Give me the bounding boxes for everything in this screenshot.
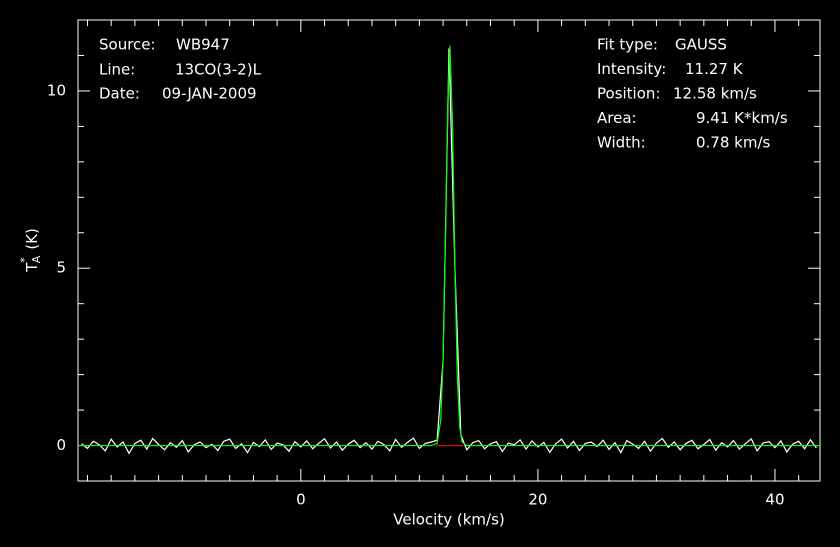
annotation-value: 0.78 km/s [696,134,771,152]
series-line [78,45,820,447]
plot-frame [77,19,821,482]
annotation-value: 11.27 K [685,60,744,78]
annotation-value: 13CO(3-2)L [175,61,262,79]
y-tick-label: 5 [56,259,66,277]
annotation-value: GAUSS [675,36,727,54]
y-label-base: T [23,262,41,273]
x-tick-label: 20 [528,491,547,509]
annotation-label: Date: [99,85,140,103]
annotation-label: Fit type: [597,36,658,54]
annotation-label: Intensity: [597,60,666,78]
y-label-sub: A [30,255,43,263]
annotation-value: 9.41 K*km/s [696,109,788,127]
x-tick-label: 0 [296,491,306,509]
annotation-label: Source: [99,36,156,54]
x-tick-label: 40 [765,491,784,509]
y-tick-label: 0 [56,436,66,454]
y-tick-label: 10 [47,81,66,99]
annotation-label: Area: [597,109,637,127]
x-axis-label: Velocity (km/s) [393,511,504,529]
y-label-sup: * [18,257,31,263]
annotation-value: 12.58 km/s [673,85,757,103]
annotation-label: Line: [99,61,135,79]
annotation-value: 09-JAN-2009 [162,85,257,103]
annotation-label: Width: [597,134,646,152]
y-label-unit: (K) [23,228,41,250]
annotation-value: WB947 [176,36,230,54]
annotation-label: Position: [597,85,660,103]
y-axis-label: T*A (K) [18,228,43,273]
